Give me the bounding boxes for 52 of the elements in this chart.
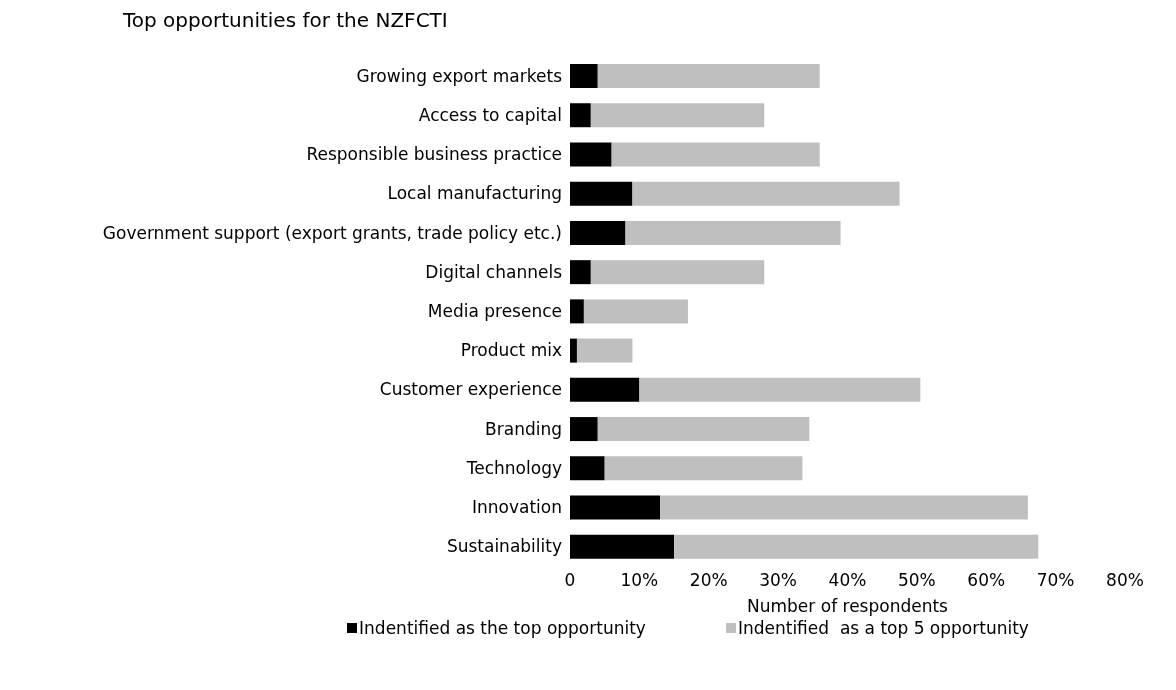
y-tick-label: Branding bbox=[485, 418, 562, 439]
bar bbox=[570, 299, 584, 324]
bar bbox=[597, 64, 820, 88]
y-tick-label: Innovation bbox=[471, 497, 562, 518]
bar bbox=[632, 181, 900, 206]
x-tick-label: 30% bbox=[759, 570, 798, 591]
bar bbox=[570, 377, 640, 402]
legend-label: Indentified as a top 5 opportunity bbox=[737, 618, 1029, 638]
bar bbox=[570, 103, 591, 128]
bar bbox=[611, 142, 820, 167]
bar bbox=[604, 456, 803, 481]
bar bbox=[597, 417, 810, 442]
bar bbox=[570, 260, 591, 285]
bar bbox=[583, 299, 688, 324]
bar bbox=[576, 338, 633, 363]
bar bbox=[674, 534, 1039, 559]
y-tick-label: Responsible business practice bbox=[306, 144, 562, 165]
bar bbox=[639, 377, 921, 402]
bar bbox=[660, 495, 1028, 520]
x-tick-label: 50% bbox=[897, 570, 936, 591]
y-tick-label: Local manufacturing bbox=[387, 183, 562, 204]
bar bbox=[590, 103, 765, 128]
x-tick-label: 60% bbox=[967, 570, 1006, 591]
y-tick-label: Access to capital bbox=[418, 104, 562, 125]
x-tick-label: 0 bbox=[564, 570, 576, 591]
bar bbox=[570, 142, 612, 167]
x-tick-label: 10% bbox=[620, 570, 659, 591]
y-tick-label: Customer experience bbox=[379, 379, 562, 400]
y-tick-label: Government support (export grants, trade policy etc.) bbox=[102, 222, 562, 243]
legend-label: Indentified as the top opportunity bbox=[359, 618, 646, 638]
x-tick-label: 70% bbox=[1036, 570, 1075, 591]
x-axis-title: Number of respondents bbox=[747, 596, 949, 616]
y-tick-label: Media presence bbox=[427, 301, 562, 322]
bar bbox=[570, 417, 598, 442]
bar bbox=[570, 534, 675, 559]
bar bbox=[570, 495, 661, 520]
bar bbox=[590, 260, 765, 285]
bar bbox=[570, 64, 598, 88]
y-tick-label: Digital channels bbox=[425, 261, 563, 282]
text: Top opportunities for the NZFCTI bbox=[123, 8, 449, 34]
bar bbox=[570, 181, 633, 206]
bar bbox=[625, 220, 841, 245]
x-tick-label: 40% bbox=[828, 570, 867, 591]
y-tick-label: Technology bbox=[465, 457, 562, 478]
bar bbox=[570, 338, 577, 363]
x-tick-label: 80% bbox=[1106, 570, 1144, 591]
y-tick-label: Product mix bbox=[460, 340, 562, 361]
bar bbox=[570, 456, 605, 481]
y-tick-label: Growing export markets bbox=[356, 65, 563, 86]
x-tick-label: 20% bbox=[689, 570, 728, 591]
y-tick-label: Sustainability bbox=[446, 536, 562, 557]
bar bbox=[570, 220, 626, 245]
